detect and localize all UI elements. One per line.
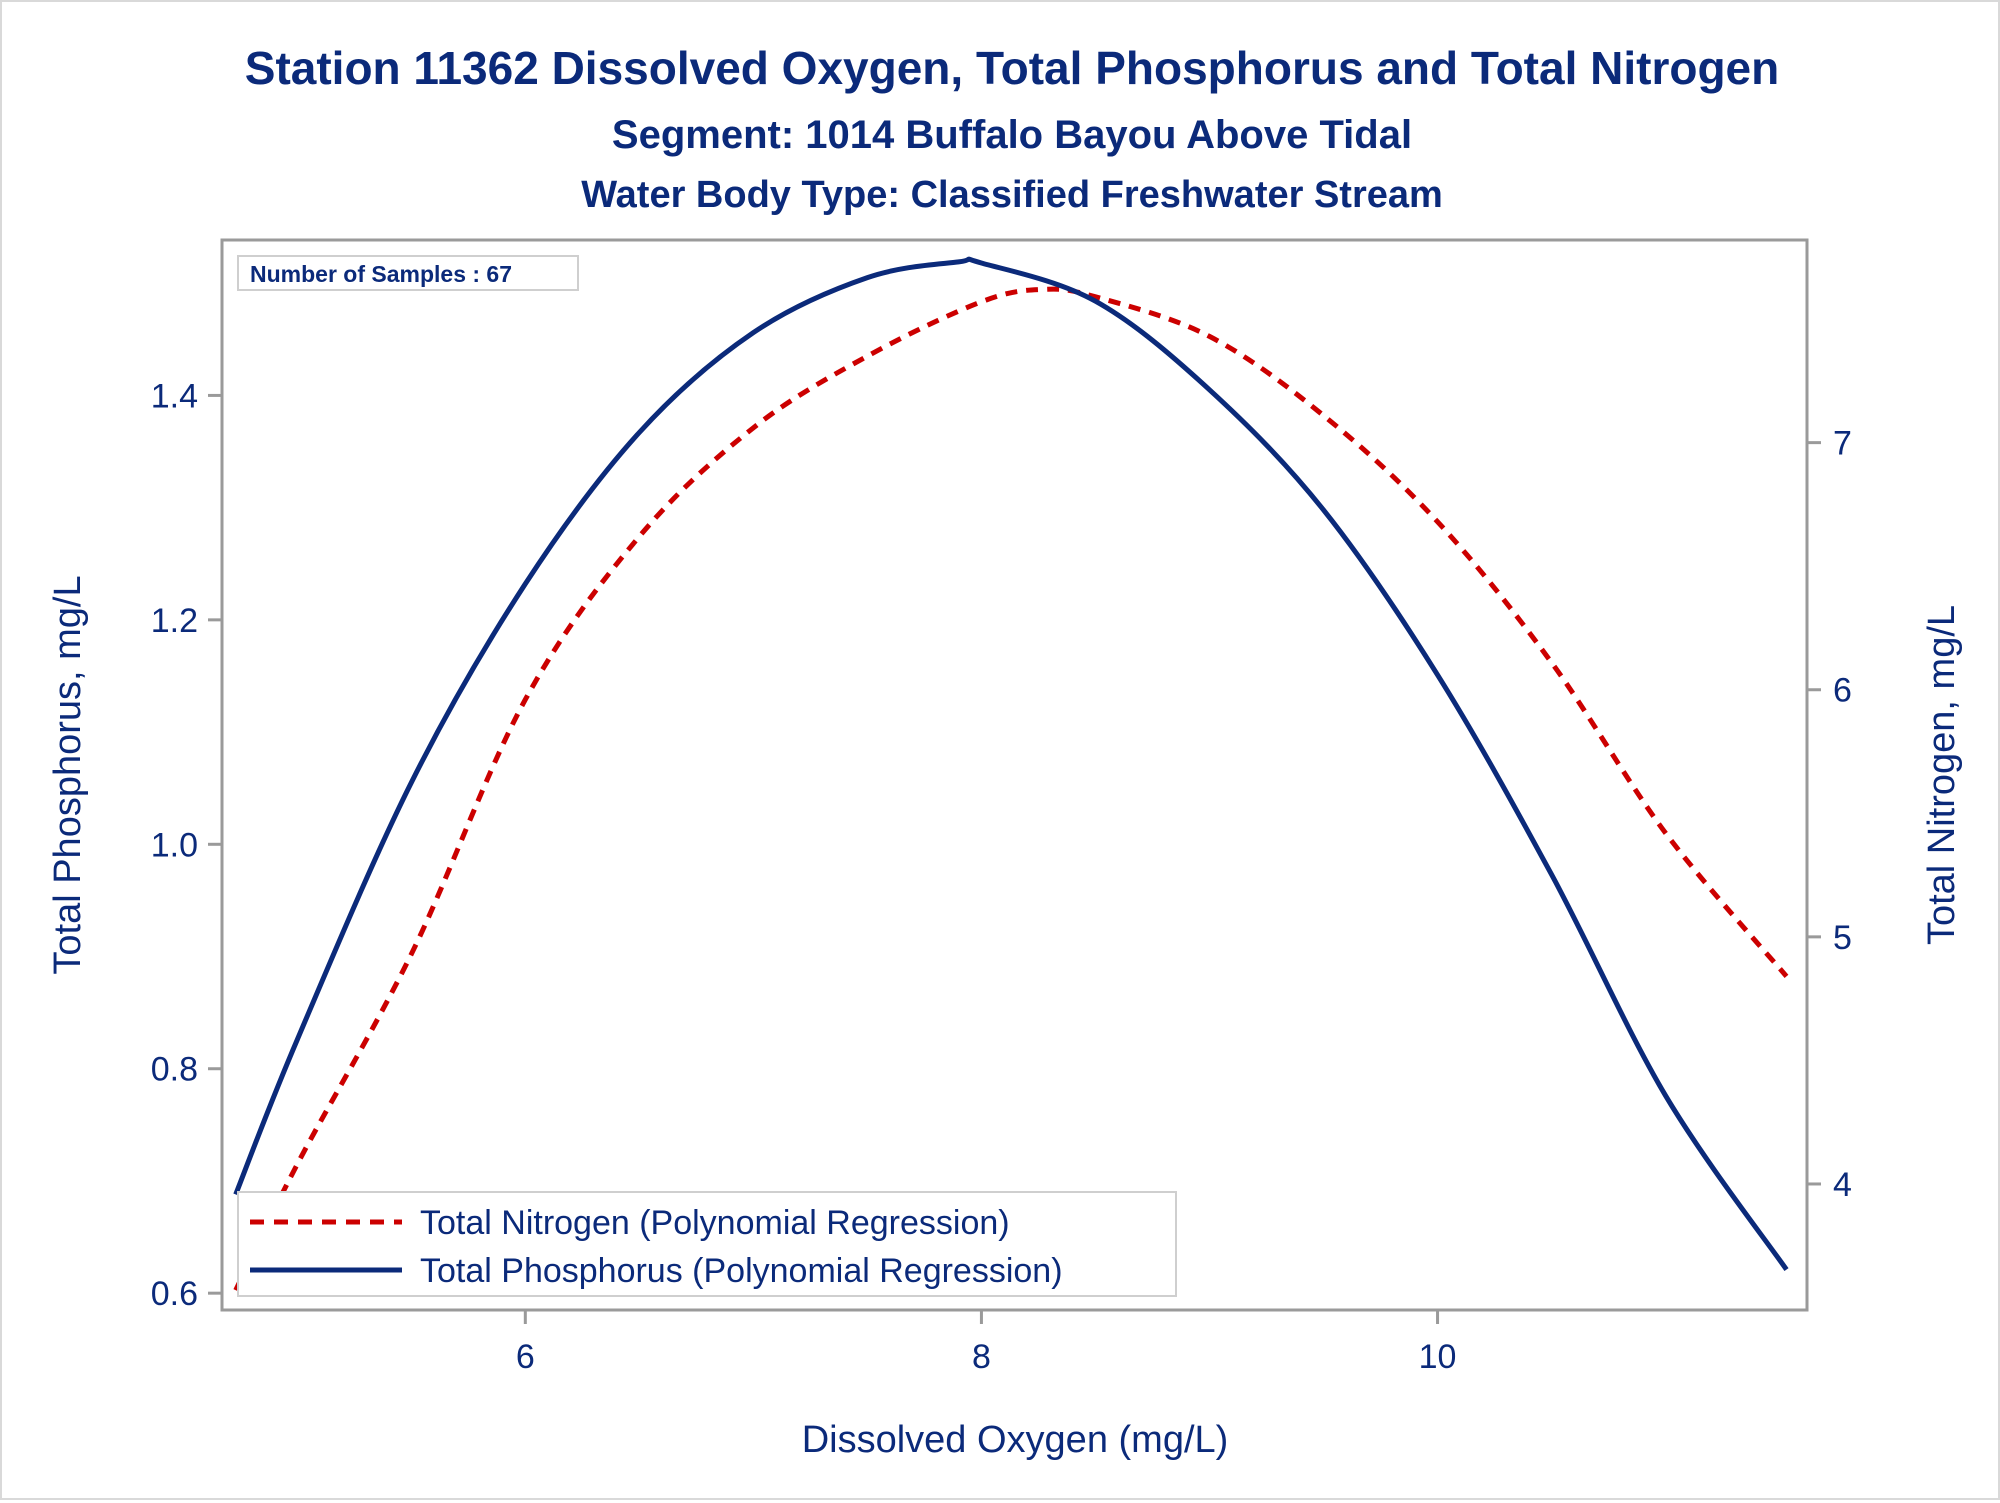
y2-tick-label: 7 <box>1833 425 1852 463</box>
y-tick-label: 1.2 <box>151 602 198 640</box>
y2-tick-label: 4 <box>1833 1166 1852 1204</box>
series-line-total-nitrogen <box>233 286 1789 1292</box>
y-axis-label: Total Phosphorus, mg/L <box>47 575 89 974</box>
chart-title: Station 11362 Dissolved Oxygen, Total Ph… <box>245 42 1779 94</box>
x-axis-label: Dissolved Oxygen (mg/L) <box>802 1419 1229 1461</box>
y-tick-label: 1.4 <box>151 377 198 415</box>
sample-count-box <box>237 255 579 291</box>
y-axis-right: 4 5 6 7 <box>1807 425 1852 1204</box>
series-line-total-phosphorus <box>233 256 1789 1272</box>
y-axis-left: 0.6 0.8 1.0 1.2 1.4 <box>151 377 222 1313</box>
y2-tick-label: 5 <box>1833 919 1852 957</box>
x-tick-label: 10 <box>1419 1338 1457 1376</box>
x-tick-label: 6 <box>516 1338 535 1376</box>
y-tick-label: 0.6 <box>151 1275 198 1313</box>
y2-axis-label: Total Nitrogen, mg/L <box>1921 605 1963 945</box>
legend-label-phosphorus: Total Phosphorus (Polynomial Regression) <box>420 1252 1063 1290</box>
legend: Total Nitrogen (Polynomial Regression) T… <box>237 1191 1177 1297</box>
chart-subtitle-2: Water Body Type: Classified Freshwater S… <box>581 174 1443 216</box>
y2-tick-label: 6 <box>1833 672 1852 710</box>
y-tick-label: 0.8 <box>151 1051 198 1089</box>
legend-label-nitrogen: Total Nitrogen (Polynomial Regression) <box>420 1204 1010 1242</box>
y-tick-label: 1.0 <box>151 826 198 864</box>
plot-area <box>220 238 1809 1312</box>
series-layer <box>233 256 1789 1292</box>
legend-box <box>237 1191 1177 1297</box>
x-tick-label: 8 <box>972 1338 991 1376</box>
x-axis: 6 8 10 <box>516 1310 1457 1376</box>
chart-subtitle: Segment: 1014 Buffalo Bayou Above Tidal <box>612 113 1412 157</box>
sample-count-annotation: Number of Samples : 67 <box>250 261 512 287</box>
